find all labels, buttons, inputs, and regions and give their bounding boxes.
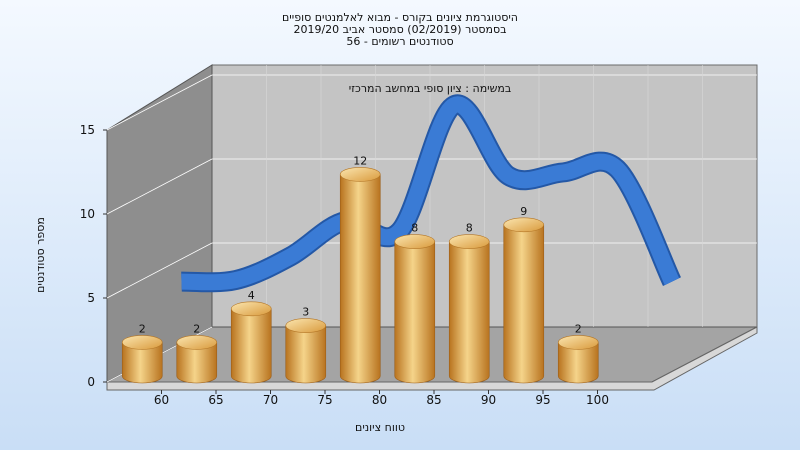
data-label: 9 (520, 205, 527, 218)
bar (121, 335, 163, 384)
y-tick-label: 10 (80, 207, 95, 221)
data-label: 2 (575, 322, 582, 335)
bar-body (557, 342, 599, 384)
bar (285, 318, 327, 384)
bar-top (121, 335, 163, 350)
x-tick-label: 70 (263, 393, 278, 407)
x-tick-label: 95 (535, 393, 550, 407)
bar (230, 301, 272, 384)
bar-body (503, 224, 545, 384)
x-tick-label: 65 (208, 393, 223, 407)
data-label: 8 (466, 222, 473, 235)
bar-top (448, 234, 490, 249)
bar-body (394, 241, 436, 384)
y-gridline-side (106, 158, 213, 215)
bar-body (448, 241, 490, 384)
bar-top (285, 318, 327, 333)
x-tick-label: 75 (317, 393, 332, 407)
chart-title-line-2: בסמסטר (02/2019) סמסטר אביב 2019/20 (293, 23, 507, 36)
bar-top (230, 301, 272, 317)
y-tick-label: 5 (87, 291, 95, 305)
bar (448, 234, 490, 384)
bar (339, 167, 381, 384)
chart-subtitle: במשימה : ציון סופי במחשב המרכזי (349, 82, 512, 95)
bar-top (557, 335, 599, 350)
bar-top (503, 217, 545, 233)
data-label: 2 (139, 322, 146, 335)
y-gridline-side (106, 74, 213, 131)
data-label: 2 (193, 322, 200, 335)
bar (503, 217, 545, 384)
x-tick-label: 85 (426, 393, 441, 407)
x-axis-label: טווח ציונים (355, 421, 405, 434)
bar-body (176, 342, 218, 384)
bar-body (339, 174, 381, 384)
chart-title-line-3: סטודנטים רשומים - 56 (346, 35, 454, 48)
bar (394, 234, 436, 384)
x-tick-label: 100 (586, 393, 609, 407)
x-tick-label: 60 (154, 393, 169, 407)
curve-layer (181, 94, 682, 293)
x-tick-label: 80 (372, 393, 387, 407)
bar-body (230, 308, 272, 384)
data-label: 4 (248, 289, 255, 302)
bar-top (339, 167, 381, 182)
bar-top (176, 335, 218, 350)
floor-edge (106, 326, 758, 391)
bar-top (394, 234, 436, 249)
bar-body (121, 342, 163, 384)
data-label: 12 (353, 154, 367, 167)
x-tick-label: 90 (481, 393, 496, 407)
bar-body (285, 325, 327, 384)
y-axis-label: מספר סטודנטים (34, 217, 47, 293)
bar-layer (121, 167, 599, 384)
data-label: 3 (302, 306, 309, 319)
y-tick-label: 15 (80, 123, 95, 137)
chart-title-line-1: היסטוגרמת ציונים בקורס - מבוא לאלמנטים ס… (282, 11, 518, 24)
data-label: 8 (411, 222, 418, 235)
label-layer: 2 2 4 3 12 8 8 9 2 60 65 70 75 80 85 90 95 100 (139, 154, 609, 407)
y-tick-label: 0 (87, 375, 95, 389)
distribution-curve (181, 96, 680, 291)
y-gridline-side (106, 242, 213, 299)
bar (557, 335, 599, 384)
bar (176, 335, 218, 384)
